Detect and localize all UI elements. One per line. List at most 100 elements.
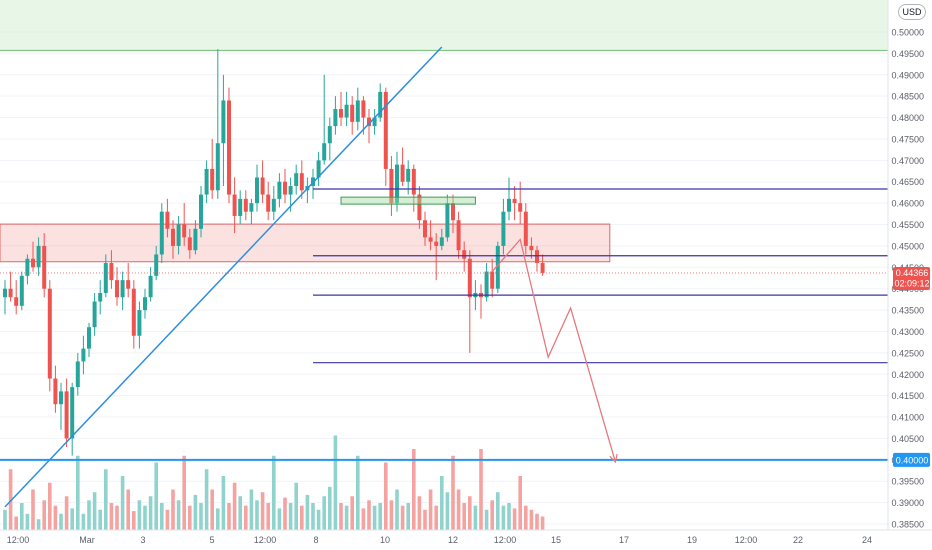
volume-bar	[501, 505, 506, 530]
candle-up	[19, 275, 24, 306]
support-price-tag	[893, 452, 930, 467]
volume-bar	[434, 505, 438, 530]
candle-up	[277, 181, 282, 199]
candle-down	[367, 117, 371, 127]
price-tick-label: 0.42000	[891, 370, 924, 380]
candle-down	[165, 211, 170, 229]
volume-bar	[176, 500, 181, 530]
volume-bar	[518, 476, 522, 530]
supply-zone	[0, 223, 611, 263]
volume-bar	[216, 508, 220, 530]
candle-down	[8, 288, 13, 298]
currency-badge[interactable]: USD	[898, 4, 926, 20]
candle-down	[14, 297, 19, 306]
current-price-value: 0.44366	[896, 268, 929, 278]
candle-down	[31, 258, 35, 268]
volume-bar	[507, 503, 511, 530]
volume-bar	[148, 496, 153, 530]
volume-bar	[199, 503, 203, 530]
price-tick-label: 0.49000	[891, 70, 924, 80]
volume-bar	[120, 476, 125, 530]
candle-up	[395, 164, 399, 204]
candle-down	[339, 109, 343, 118]
candle-down	[490, 271, 495, 289]
candle-down	[243, 198, 248, 212]
price-tick-label: 0.49500	[891, 49, 924, 59]
volume-bar	[484, 509, 489, 530]
volume-bar	[356, 455, 360, 530]
volume-bar	[238, 496, 242, 530]
candle-up	[355, 100, 360, 122]
price-tick-label: 0.39000	[891, 498, 924, 508]
price-tick-label: 0.48000	[891, 113, 924, 123]
time-axis[interactable]: 12:00 Mar 3 5 12:00 8 10 12 12:00 15 17 19 12:00 22 24	[0, 529, 932, 550]
volume-bar	[524, 505, 528, 530]
candle-up	[148, 275, 153, 298]
candle-down	[540, 263, 545, 273]
volume-bar	[70, 508, 74, 530]
candle-down	[260, 177, 265, 195]
candle-up	[249, 203, 254, 212]
candle-up	[81, 348, 86, 362]
support-price-value: 0.40000	[896, 455, 929, 465]
volume-bar	[98, 509, 102, 530]
price-tick-label: 0.40500	[891, 434, 924, 444]
candle-down	[64, 391, 69, 439]
volume-bar	[137, 500, 142, 530]
volume-bar	[400, 505, 405, 530]
volume-bar	[25, 513, 30, 530]
zones-layer	[0, 0, 888, 525]
time-tick-label: 12:00	[7, 535, 30, 545]
candle-down	[535, 250, 539, 264]
candle-down	[389, 168, 394, 204]
candle-up	[25, 258, 30, 276]
time-tick-label: 24	[862, 535, 872, 545]
volume-bar	[182, 455, 186, 530]
trend-line	[4, 46, 443, 508]
price-tick-label: 0.47500	[891, 134, 924, 144]
volume-bar	[490, 500, 494, 530]
price-tick-label: 0.39500	[891, 477, 924, 487]
time-tick-label: 5	[209, 535, 214, 545]
volume-bar	[171, 489, 175, 530]
volume-bar	[372, 505, 377, 530]
time-tick-label: 10	[380, 535, 390, 545]
candle-down	[434, 241, 439, 246]
candle-down	[210, 168, 215, 191]
volume-bar	[92, 492, 97, 530]
candle-down	[171, 228, 175, 246]
volume-bar	[232, 482, 237, 530]
volume-bar	[344, 505, 349, 530]
volume-bar	[423, 509, 427, 530]
candle-down	[523, 211, 528, 246]
candle-up	[3, 288, 7, 298]
candle-up	[204, 168, 209, 195]
candle-up	[193, 228, 198, 251]
price-tick-label: 0.43000	[891, 327, 924, 337]
volume-bar	[445, 492, 450, 530]
candle-down	[411, 168, 416, 195]
candle-up	[495, 245, 500, 289]
volume-bar	[406, 503, 410, 530]
candle-up	[294, 173, 299, 187]
volume-bar	[451, 455, 455, 530]
volume-bar	[31, 489, 35, 530]
candle-up	[316, 160, 321, 178]
volume-bar	[53, 505, 58, 530]
volume-bar	[305, 494, 310, 530]
candle-down	[451, 203, 455, 221]
price-tick-label: 0.45500	[891, 220, 924, 230]
candle-up	[103, 263, 108, 293]
time-tick-label: 12:00	[735, 535, 758, 545]
candle-up	[154, 254, 159, 276]
candle-up	[159, 211, 164, 255]
volume-bar	[440, 476, 444, 530]
currency-label: USD	[902, 7, 922, 17]
volume-bar	[193, 494, 198, 530]
candle-up	[484, 271, 489, 298]
candle-up	[333, 109, 338, 127]
candle-down	[115, 280, 119, 298]
price-tick-label: 0.41000	[891, 413, 924, 423]
